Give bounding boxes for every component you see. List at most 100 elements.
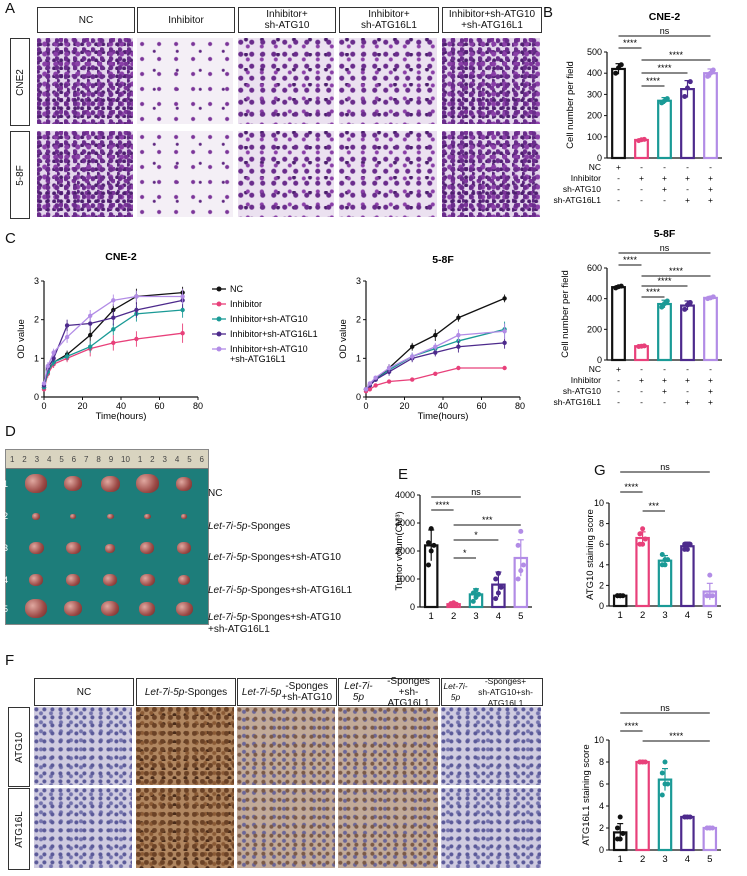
data-point: [518, 528, 524, 534]
chart-title: CNE-2: [649, 11, 681, 23]
x-tick-label: 40: [438, 401, 448, 411]
data-point: [710, 67, 716, 73]
significance-label: ****: [646, 287, 661, 297]
tumor: [100, 475, 120, 492]
matrix-cell: +: [639, 173, 644, 183]
data-point: [659, 100, 665, 106]
bar: [702, 590, 718, 608]
bar: [680, 87, 695, 160]
italic-gene: Let-7i-5p: [208, 552, 248, 563]
data-point: [410, 356, 415, 361]
matrix-cell: -: [617, 195, 620, 205]
data-point: [410, 344, 415, 349]
matrix-cell: +: [685, 195, 690, 205]
data-point: [363, 387, 369, 392]
data-point: [45, 363, 51, 369]
data-point: [502, 329, 507, 334]
x-tick-label: 80: [515, 401, 525, 411]
panel-f-column-header: NC: [34, 678, 134, 706]
bar: [680, 545, 695, 608]
ruler-number: 8: [96, 454, 101, 464]
data-point: [433, 344, 438, 349]
transwell-image: [442, 38, 540, 124]
series-line: [43, 332, 183, 390]
matrix-cell: +: [708, 397, 713, 407]
matrix-cell: +: [685, 397, 690, 407]
significance-label: ns: [471, 487, 481, 497]
bar: [635, 536, 650, 608]
y-tick-label: 3: [356, 276, 361, 286]
ruler-number: 4: [46, 454, 52, 464]
matrix-cell: +: [708, 375, 713, 385]
data-point: [451, 600, 457, 606]
data-point: [453, 601, 459, 607]
data-point: [456, 332, 461, 338]
tumor-row-number: 1: [3, 479, 9, 489]
chart-title: 5-8F: [654, 228, 676, 240]
data-point: [425, 540, 431, 546]
data-point: [433, 350, 438, 355]
panel-label-e: E: [398, 466, 409, 483]
bar: [634, 345, 649, 362]
data-point: [367, 383, 373, 388]
data-point: [659, 770, 665, 776]
significance-label: ***: [482, 515, 493, 525]
significance-label: ****: [669, 50, 684, 60]
y-tick-label: 10: [594, 498, 604, 508]
data-point: [687, 541, 693, 547]
significance-label: ****: [657, 63, 672, 73]
data-point: [410, 354, 415, 359]
series-line: [43, 291, 183, 388]
data-point: [498, 584, 504, 590]
data-point: [707, 825, 713, 831]
x-tick-label: 40: [116, 401, 126, 411]
data-point: [662, 781, 668, 787]
tumor: [176, 477, 192, 491]
data-point: [386, 367, 392, 373]
y-tick-label: 400: [587, 294, 602, 304]
legend-marker: [216, 331, 222, 337]
data-point: [180, 298, 185, 303]
data-point: [51, 350, 56, 355]
legend-label: Inhibitor+sh-ATG16L1: [230, 329, 318, 339]
matrix-row-label: sh-ATG16L1: [553, 397, 601, 407]
matrix-row-label: sh-ATG10: [563, 386, 601, 396]
panel-label-d: D: [5, 423, 16, 440]
data-point: [707, 572, 713, 578]
matrix-cell: -: [617, 397, 620, 407]
y-tick-label: 3000: [395, 518, 415, 528]
matrix-cell: +: [708, 195, 713, 205]
tumor-row-number: 2: [3, 511, 9, 521]
ihc-image: [136, 788, 234, 868]
matrix-row-label: NC: [589, 364, 601, 374]
bar: [680, 304, 695, 362]
matrix-cell: -: [663, 397, 666, 407]
panel-d-row-label: NC: [208, 488, 223, 499]
ruler: 1 2 3 4 5 6 7 8 9 10 1 2 3 4 5 6: [6, 450, 208, 469]
data-point: [433, 346, 438, 351]
bar: [446, 603, 461, 609]
ruler-number: 5: [59, 454, 64, 464]
panel-d-row-label: Let-7i-5p-Sponges+sh-ATG16L1: [208, 585, 353, 596]
y-tick-label: 2: [599, 580, 604, 590]
y-tick-label: 10: [594, 735, 604, 745]
x-tick-label: 4: [685, 610, 690, 621]
data-point: [64, 354, 70, 359]
matrix-cell: +: [616, 162, 621, 172]
data-point: [473, 594, 479, 600]
data-point: [88, 344, 93, 349]
tumor: [29, 574, 43, 586]
bar: [611, 67, 626, 160]
bar: [657, 302, 672, 362]
data-point: [433, 371, 438, 376]
data-point: [41, 383, 47, 388]
data-point: [617, 593, 623, 599]
ihc-image: [237, 707, 335, 785]
ruler-number: 3: [162, 454, 167, 464]
data-point: [433, 332, 438, 338]
data-point: [642, 759, 648, 765]
x-tick-label: 3: [662, 854, 667, 865]
data-point: [111, 315, 116, 320]
data-point: [637, 759, 643, 765]
